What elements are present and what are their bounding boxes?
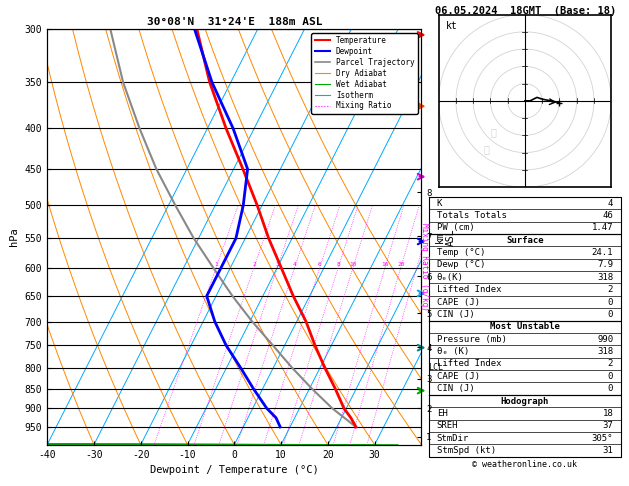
Text: ➿: ➿	[491, 127, 497, 137]
Text: 305°: 305°	[592, 434, 613, 443]
Text: 0: 0	[608, 310, 613, 319]
Text: 10: 10	[349, 262, 357, 267]
Text: 31: 31	[603, 446, 613, 455]
Text: Lifted Index: Lifted Index	[437, 285, 501, 294]
Text: StmSpd (kt): StmSpd (kt)	[437, 446, 496, 455]
Text: PW (cm): PW (cm)	[437, 223, 474, 232]
Text: LCL: LCL	[428, 363, 443, 372]
Text: CIN (J): CIN (J)	[437, 384, 474, 393]
Text: 1.47: 1.47	[592, 223, 613, 232]
Y-axis label: hPa: hPa	[9, 227, 19, 246]
Text: 16: 16	[381, 262, 389, 267]
Text: 0: 0	[608, 297, 613, 307]
Text: 2: 2	[608, 360, 613, 368]
Text: Surface: Surface	[506, 236, 543, 244]
Text: Totals Totals: Totals Totals	[437, 211, 506, 220]
Text: 2: 2	[608, 285, 613, 294]
Text: StmDir: StmDir	[437, 434, 469, 443]
Text: 990: 990	[597, 335, 613, 344]
Text: Temp (°C): Temp (°C)	[437, 248, 485, 257]
Text: 0: 0	[608, 372, 613, 381]
Text: 4: 4	[293, 262, 297, 267]
Text: Lifted Index: Lifted Index	[437, 360, 501, 368]
Text: 4: 4	[608, 198, 613, 208]
Text: 18: 18	[603, 409, 613, 418]
Text: 20: 20	[397, 262, 404, 267]
Text: 46: 46	[603, 211, 613, 220]
Text: Mixing Ratio (g/kg): Mixing Ratio (g/kg)	[420, 224, 429, 311]
Text: 2: 2	[252, 262, 256, 267]
Text: 318: 318	[597, 347, 613, 356]
Legend: Temperature, Dewpoint, Parcel Trajectory, Dry Adiabat, Wet Adiabat, Isotherm, Mi: Temperature, Dewpoint, Parcel Trajectory…	[311, 33, 418, 114]
Text: ➿: ➿	[484, 144, 490, 154]
Text: CAPE (J): CAPE (J)	[437, 297, 480, 307]
X-axis label: Dewpoint / Temperature (°C): Dewpoint / Temperature (°C)	[150, 465, 319, 475]
Text: 6: 6	[318, 262, 322, 267]
Text: Pressure (mb): Pressure (mb)	[437, 335, 506, 344]
Text: EH: EH	[437, 409, 447, 418]
Text: 0: 0	[608, 384, 613, 393]
Title: 30°08'N  31°24'E  188m ASL: 30°08'N 31°24'E 188m ASL	[147, 17, 322, 27]
Text: Most Unstable: Most Unstable	[490, 322, 560, 331]
Text: Hodograph: Hodograph	[501, 397, 549, 405]
Y-axis label: km
ASL: km ASL	[435, 228, 456, 246]
Text: CIN (J): CIN (J)	[437, 310, 474, 319]
Text: © weatheronline.co.uk: © weatheronline.co.uk	[472, 460, 577, 469]
Text: 7.9: 7.9	[597, 260, 613, 269]
Text: Dewp (°C): Dewp (°C)	[437, 260, 485, 269]
Text: 06.05.2024  18GMT  (Base: 18): 06.05.2024 18GMT (Base: 18)	[435, 6, 616, 16]
Text: 8: 8	[337, 262, 340, 267]
Text: 3: 3	[276, 262, 279, 267]
Text: 318: 318	[597, 273, 613, 282]
Text: 37: 37	[603, 421, 613, 430]
Text: θₑ (K): θₑ (K)	[437, 347, 469, 356]
Text: SREH: SREH	[437, 421, 458, 430]
Text: K: K	[437, 198, 442, 208]
Text: θₑ(K): θₑ(K)	[437, 273, 464, 282]
Text: 24.1: 24.1	[592, 248, 613, 257]
Text: CAPE (J): CAPE (J)	[437, 372, 480, 381]
Text: 1: 1	[214, 262, 218, 267]
Text: kt: kt	[445, 21, 457, 32]
